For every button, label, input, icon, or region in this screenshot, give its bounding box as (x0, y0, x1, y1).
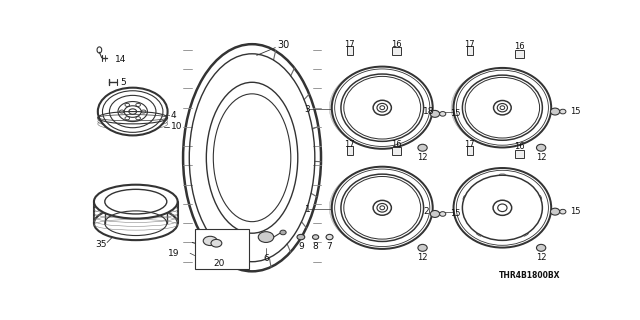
Text: 1: 1 (305, 205, 310, 214)
Ellipse shape (312, 235, 319, 239)
Bar (467, 146, 473, 156)
Text: 20: 20 (214, 259, 225, 268)
Ellipse shape (418, 144, 428, 151)
Text: 19: 19 (168, 249, 179, 258)
Text: 8: 8 (313, 242, 319, 251)
Ellipse shape (332, 67, 433, 149)
Text: 12: 12 (417, 253, 428, 262)
Text: 15: 15 (571, 107, 581, 116)
Ellipse shape (440, 112, 446, 116)
Ellipse shape (550, 108, 560, 115)
Ellipse shape (280, 230, 286, 235)
Text: 18: 18 (423, 107, 435, 116)
Bar (467, 46, 473, 55)
Text: 3: 3 (305, 105, 310, 114)
Ellipse shape (94, 185, 178, 219)
Ellipse shape (560, 209, 566, 214)
Text: 17: 17 (344, 40, 355, 49)
Ellipse shape (332, 167, 433, 249)
Text: 4: 4 (171, 111, 176, 120)
Ellipse shape (440, 212, 446, 216)
Ellipse shape (211, 239, 222, 247)
Text: THR4B1800BX: THR4B1800BX (499, 271, 561, 280)
Ellipse shape (430, 211, 440, 217)
Text: 15: 15 (451, 210, 461, 219)
Ellipse shape (550, 208, 560, 215)
Text: 12: 12 (417, 153, 428, 162)
Text: 2: 2 (423, 207, 429, 216)
Text: 17: 17 (465, 140, 475, 149)
Text: 16: 16 (391, 40, 401, 49)
Ellipse shape (536, 244, 546, 251)
Text: 14: 14 (115, 55, 126, 64)
Bar (195, 228, 249, 268)
Bar (392, 147, 401, 155)
Bar (515, 50, 524, 58)
Text: 35: 35 (95, 240, 107, 249)
Ellipse shape (560, 109, 566, 114)
Ellipse shape (259, 232, 274, 243)
Text: 15: 15 (571, 207, 581, 216)
Ellipse shape (326, 234, 333, 240)
Ellipse shape (536, 144, 546, 151)
Bar (347, 46, 353, 55)
Bar (515, 150, 524, 158)
Ellipse shape (454, 68, 551, 148)
Text: 10: 10 (171, 123, 182, 132)
Ellipse shape (418, 244, 428, 251)
Text: 15: 15 (451, 109, 461, 118)
Text: 17: 17 (344, 140, 355, 149)
Ellipse shape (98, 88, 168, 135)
Ellipse shape (430, 110, 440, 117)
Text: 5: 5 (120, 78, 126, 87)
Text: 16: 16 (514, 42, 525, 51)
Text: 12: 12 (536, 253, 547, 262)
Text: 9: 9 (298, 242, 304, 251)
Ellipse shape (204, 236, 217, 245)
Text: 6: 6 (263, 254, 269, 263)
Ellipse shape (183, 44, 321, 271)
Ellipse shape (454, 168, 551, 248)
Text: 30: 30 (278, 40, 290, 50)
Text: 17: 17 (465, 40, 475, 49)
Text: 16: 16 (391, 140, 401, 149)
Text: 7: 7 (326, 242, 332, 251)
Bar (392, 47, 401, 55)
Text: 16: 16 (514, 142, 525, 151)
Text: 12: 12 (536, 153, 547, 162)
Ellipse shape (297, 234, 305, 240)
Bar (347, 146, 353, 156)
